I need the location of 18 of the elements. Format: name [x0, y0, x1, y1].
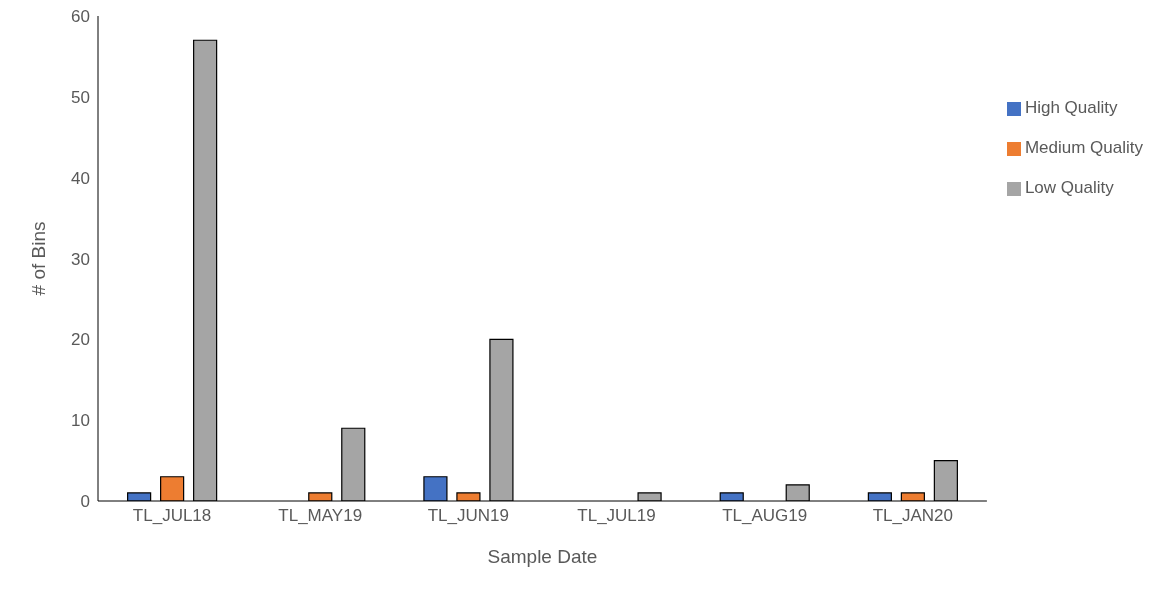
legend-label: Medium Quality — [1024, 138, 1143, 157]
y-tick-label: 20 — [71, 330, 90, 350]
x-tick-label: TL_JUL18 — [132, 506, 212, 526]
x-axis-title: Sample Date — [487, 546, 598, 567]
y-tick-label: 40 — [71, 168, 90, 188]
legend-label: Low Quality — [1024, 178, 1114, 197]
y-tick-label: 50 — [71, 87, 90, 107]
legend-label: High Quality — [1024, 98, 1118, 117]
x-tick-label: TL_AUG19 — [722, 506, 808, 526]
x-tick-label: TL_JUN19 — [427, 506, 509, 526]
y-tick-label: 30 — [71, 249, 90, 269]
y-tick-label: 60 — [71, 7, 90, 27]
x-tick-label: TL_MAY19 — [278, 506, 363, 526]
y-tick-label: 10 — [71, 411, 90, 431]
x-tick-label: TL_JUL19 — [577, 506, 656, 526]
y-tick-label: 0 — [80, 492, 90, 512]
x-tick-label: TL_JAN20 — [872, 506, 953, 526]
y-axis-title: # of Bins — [27, 221, 49, 296]
